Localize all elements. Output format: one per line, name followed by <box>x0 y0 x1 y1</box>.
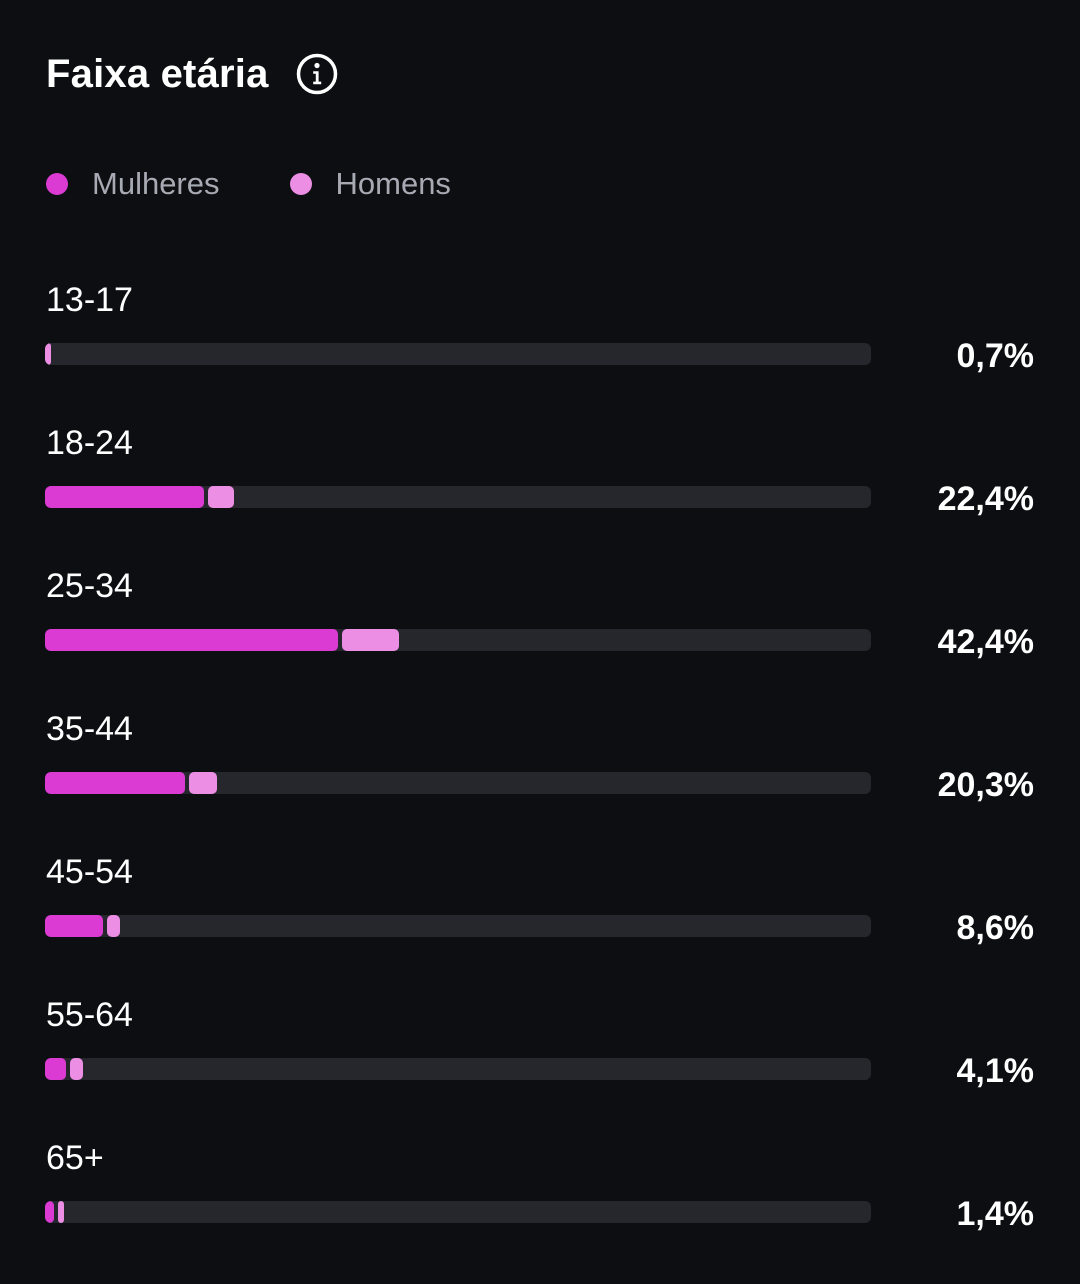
age-row-45-54: 45-54 8,6% <box>0 852 1080 962</box>
card-header: Faixa etária <box>46 50 339 98</box>
bar-track <box>45 772 871 794</box>
age-row-18-24: 18-24 22,4% <box>0 423 1080 533</box>
age-label: 45-54 <box>46 853 133 891</box>
bar-segment-women[interactable] <box>45 629 339 651</box>
age-label: 65+ <box>46 1139 104 1177</box>
legend-label-women: Mulheres <box>92 166 220 201</box>
bar-segment-men[interactable] <box>58 1201 65 1223</box>
age-percentage: 22,4% <box>937 480 1034 518</box>
age-label: 13-17 <box>46 281 133 319</box>
age-percentage: 1,4% <box>956 1195 1035 1233</box>
age-label: 18-24 <box>46 424 133 462</box>
bar-segment-men[interactable] <box>106 915 121 937</box>
bar-segment-men[interactable] <box>342 629 400 651</box>
bar-track <box>45 486 871 508</box>
age-percentage: 8,6% <box>956 909 1035 947</box>
age-row-13-17: 13-17 0,7% <box>0 280 1080 390</box>
legend-dot-women <box>46 173 68 195</box>
age-row-35-44: 35-44 20,3% <box>0 709 1080 819</box>
age-percentage: 42,4% <box>937 623 1034 661</box>
bar-segment-men[interactable] <box>70 1058 83 1080</box>
bar-track <box>45 343 871 365</box>
age-percentage: 4,1% <box>956 1052 1035 1090</box>
age-label: 55-64 <box>46 996 133 1034</box>
bar-segment-women[interactable] <box>45 1201 55 1223</box>
bar-segment-women[interactable] <box>45 915 103 937</box>
age-label: 35-44 <box>46 710 133 748</box>
bar-segment-women[interactable] <box>45 1058 67 1080</box>
bar-track <box>45 915 871 937</box>
age-row-65plus: 65+ 1,4% <box>0 1138 1080 1248</box>
age-percentage: 20,3% <box>937 766 1034 804</box>
bar-track <box>45 1201 871 1223</box>
bar-segment-men[interactable] <box>45 343 51 365</box>
legend-item-men[interactable]: Homens <box>289 166 451 202</box>
legend-item-women[interactable]: Mulheres <box>46 166 220 202</box>
age-row-55-64: 55-64 4,1% <box>0 995 1080 1105</box>
age-percentage: 0,7% <box>956 337 1035 375</box>
bar-segment-women[interactable] <box>45 772 186 794</box>
bar-track <box>45 1058 871 1080</box>
card-title: Faixa etária <box>46 51 269 96</box>
bar-segment-women[interactable] <box>45 486 204 508</box>
bar-segment-men[interactable] <box>207 486 234 508</box>
bar-track <box>45 629 871 651</box>
info-icon[interactable] <box>295 52 339 96</box>
legend-dot-men <box>289 173 312 195</box>
legend-label-men: Homens <box>335 166 451 201</box>
age-row-25-34: 25-34 42,4% <box>0 566 1080 676</box>
chart-legend: Mulheres Homens <box>46 164 521 204</box>
age-label: 25-34 <box>46 567 133 605</box>
bar-segment-men[interactable] <box>189 772 217 794</box>
